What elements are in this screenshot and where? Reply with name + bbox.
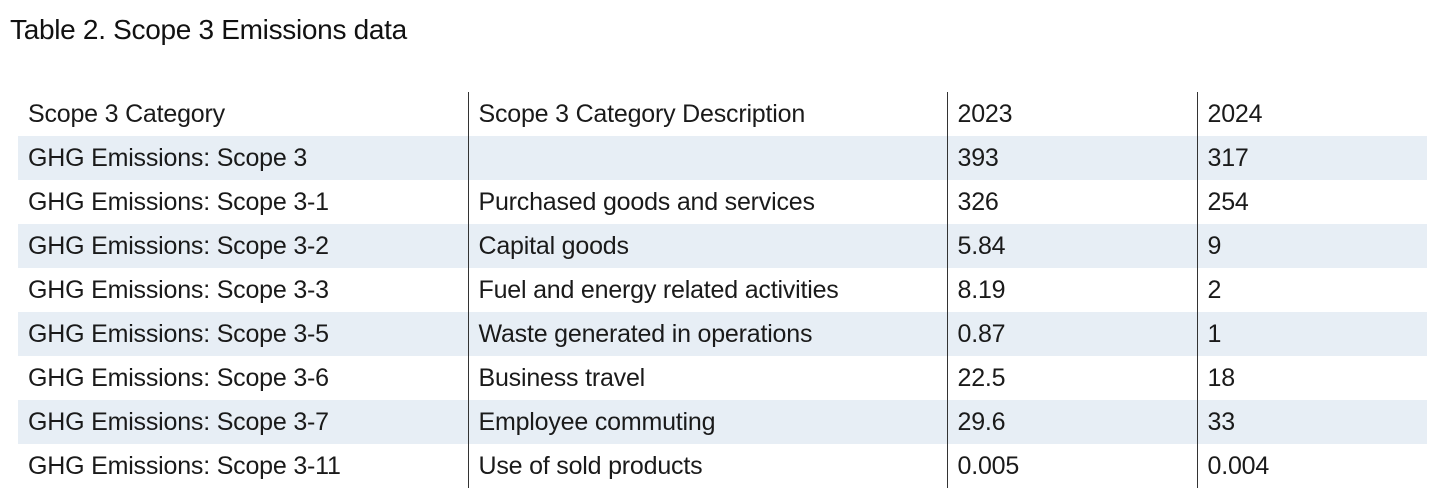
cell-2024: 2 [1207,276,1222,304]
cell-category: GHG Emissions: Scope 3-7 [18,400,469,444]
cell-description: Capital goods [468,224,948,268]
cell-2024: 33 [1197,400,1427,444]
cell-category: GHG Emissions: Scope 3-1 [18,180,469,224]
cell-2023: 393 [947,136,1198,180]
cell-2023: 8.19 [947,268,1198,312]
cell-category: GHG Emissions: Scope 3 [18,136,469,180]
cell-2024: 254 [1207,188,1249,216]
table-header-row: Scope 3 Category Scope 3 Category Descri… [18,92,1427,136]
cell-2023: 22.5 [947,356,1198,400]
cell-description: Employee commuting [468,400,948,444]
table-row: GHG Emissions: Scope 3 393 317 [18,136,1427,180]
cell-2023: 0.005 [947,444,1198,488]
cell-description: Fuel and energy related activities [468,268,948,312]
table-row: GHG Emissions: Scope 3-3 Fuel and energy… [18,268,1427,312]
cell-description: Business travel [468,356,948,400]
cell-2024: 317 [1197,136,1427,180]
emissions-table-container: Scope 3 Category Scope 3 Category Descri… [18,92,1427,488]
cell-2024: 1 [1197,312,1427,356]
header-2023: 2023 [947,92,1198,136]
table-row: GHG Emissions: Scope 3-2 Capital goods 5… [18,224,1427,268]
table-row: GHG Emissions: Scope 3-5 Waste generated… [18,312,1427,356]
cell-2023: 29.6 [947,400,1198,444]
header-description: Scope 3 Category Description [468,92,948,136]
cell-2023: 5.84 [947,224,1198,268]
cell-category: GHG Emissions: Scope 3-3 [18,268,469,312]
cell-2024: 0.004 [1207,452,1270,480]
cell-2023: 0.87 [947,312,1198,356]
cell-2023: 326 [947,180,1198,224]
cell-description [468,136,948,180]
table-title: Table 2. Scope 3 Emissions data [10,14,407,45]
table-row: GHG Emissions: Scope 3-7 Employee commut… [18,400,1427,444]
cell-category: GHG Emissions: Scope 3-11 [18,444,469,488]
cell-2024: 18 [1207,364,1236,392]
table-row: GHG Emissions: Scope 3-1 Purchased goods… [18,180,1427,224]
cell-category: GHG Emissions: Scope 3-5 [18,312,469,356]
scope3-emissions-table: Scope 3 Category Scope 3 Category Descri… [18,92,1427,488]
header-category: Scope 3 Category [18,92,469,136]
header-2024: 2024 [1207,100,1263,128]
cell-category: GHG Emissions: Scope 3-6 [18,356,469,400]
cell-description: Use of sold products [468,444,948,488]
cell-description: Purchased goods and services [468,180,948,224]
table-row: GHG Emissions: Scope 3-6 Business travel… [18,356,1427,400]
cell-description: Waste generated in operations [468,312,948,356]
cell-category: GHG Emissions: Scope 3-2 [18,224,469,268]
cell-2024: 9 [1197,224,1427,268]
table-row: GHG Emissions: Scope 3-11 Use of sold pr… [18,444,1427,488]
